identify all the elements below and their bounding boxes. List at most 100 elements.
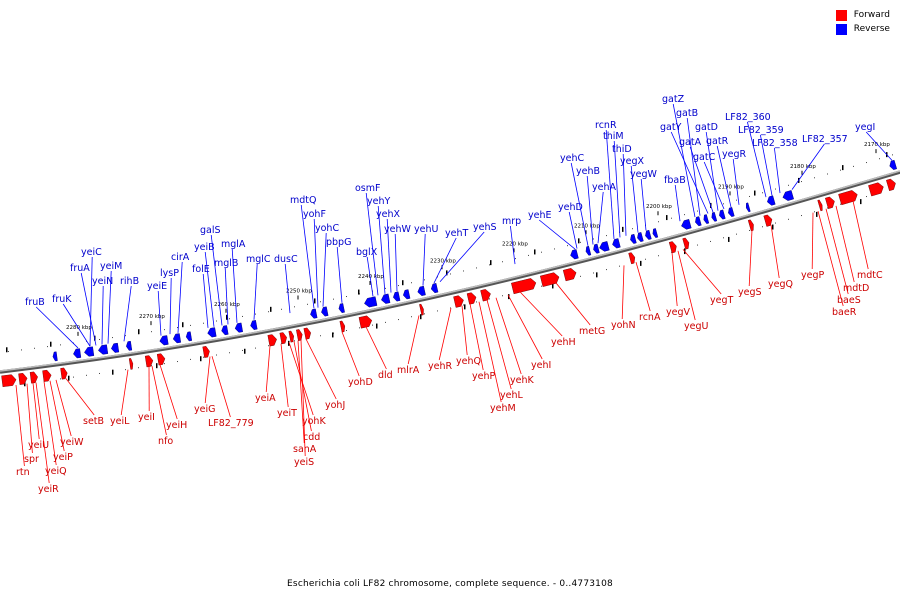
scale-tick-label: 2280 kbp	[66, 325, 92, 331]
reverse-leader-line	[101, 285, 104, 345]
forward-gene-label: yegQ	[768, 279, 793, 290]
reverse-leader-line	[62, 303, 91, 347]
reverse-gene-label: lysP	[160, 268, 179, 279]
forward-gene-label: cdd	[303, 432, 320, 443]
reverse-gene-label: cirA	[171, 252, 190, 263]
forward-gene-arrow	[886, 178, 896, 192]
reverse-leader-line	[630, 165, 639, 233]
scale-tick-label: 2270 kbp	[139, 314, 165, 320]
forward-leader-line	[486, 299, 512, 390]
reverse-gene-arrow	[207, 327, 217, 338]
reverse-gene-arrow	[645, 229, 652, 240]
reverse-gene-label: gatD	[695, 122, 718, 133]
scale-tick-label: 2240 kbp	[358, 274, 384, 280]
reverse-gene-arrow	[728, 207, 735, 217]
forward-gene-label: yeiG	[194, 404, 215, 415]
forward-leader-line	[365, 326, 387, 370]
reverse-leader-line	[570, 162, 589, 246]
reverse-gene-label: LF82_359	[738, 125, 784, 136]
reverse-gene-arrow	[703, 214, 710, 224]
scale-tick-label: 2190 kbp	[718, 184, 744, 190]
reverse-gene-arrow	[364, 296, 378, 308]
forward-gene-arrow	[480, 289, 491, 302]
forward-gene-arrow	[562, 268, 577, 282]
legend-forward: Forward	[835, 8, 890, 22]
map-caption: Escherichia coli LF82 chromosome, comple…	[287, 579, 613, 589]
reverse-gene-label: mdtQ	[290, 195, 317, 206]
reverse-gene-arrow	[695, 216, 702, 227]
forward-gene-label: yeiT	[277, 408, 297, 419]
reverse-gene-label: fruK	[52, 294, 72, 305]
reverse-leader-line	[433, 237, 457, 284]
forward-gene-label: setB	[83, 416, 104, 427]
forward-gene-label: yegS	[738, 287, 762, 298]
forward-leader-line	[621, 265, 625, 320]
reverse-gene-label: yeiN	[92, 276, 113, 287]
reverse-gene-label: rihB	[120, 276, 139, 287]
reverse-leader-line	[510, 225, 516, 265]
forward-leader-line	[55, 379, 72, 437]
reverse-leader-line	[791, 143, 825, 190]
reverse-leader-line	[586, 175, 594, 245]
forward-gene-label: yegP	[801, 270, 824, 281]
reverse-leader-line	[123, 285, 132, 342]
forward-leader-line	[682, 249, 722, 295]
forward-leader-line	[635, 262, 651, 312]
forward-leader-line	[151, 365, 167, 436]
scale-tick-label: 2210 kbp	[574, 223, 600, 229]
forward-gene-arrow	[747, 219, 754, 232]
reverse-leader-line	[747, 121, 767, 198]
reverse-gene-label: gatR	[706, 136, 729, 147]
reverse-leader-line	[622, 153, 627, 236]
reverse-gene-arrow	[250, 320, 258, 330]
forward-gene-label: yehM	[490, 403, 516, 414]
forward-leader-line	[438, 308, 452, 361]
forward-leader-line	[49, 380, 65, 452]
forward-gene-arrow	[296, 329, 303, 341]
reverse-leader-line	[439, 231, 485, 283]
forward-gene-arrow	[628, 252, 636, 265]
chromosome-backbone-highlight	[0, 170, 900, 372]
reverse-leader-line	[336, 246, 343, 303]
scale-tick-label: 2200 kbp	[646, 204, 672, 210]
reverse-leader-line	[224, 267, 229, 325]
forward-leader-line	[280, 343, 289, 408]
forward-gene-label: yohN	[611, 320, 636, 331]
reverse-gene-arrow	[889, 159, 897, 170]
forward-gene-arrow	[453, 295, 464, 308]
reverse-gene-arrow	[403, 289, 411, 300]
reverse-gene-label: fruB	[25, 297, 45, 308]
forward-leader-line	[469, 303, 484, 371]
reverse-leader-line	[204, 251, 215, 327]
forward-gene-arrow	[288, 330, 294, 343]
reverse-leader-line	[169, 277, 172, 335]
forward-gene-label: yehQ	[456, 356, 481, 367]
reverse-gene-arrow	[719, 209, 726, 220]
forward-gene-label: yehH	[551, 337, 576, 348]
reverse-gene-label: thiM	[603, 131, 624, 142]
forward-gene-label: yeiW	[60, 437, 84, 448]
forward-leader-line	[300, 339, 306, 457]
legend-reverse: Reverse	[835, 22, 890, 36]
reverse-gene-label: yehW	[384, 224, 411, 235]
reverse-gene-arrow	[172, 333, 182, 344]
forward-leader-line	[65, 378, 95, 416]
reverse-leader-line	[568, 211, 578, 249]
forward-leader-line	[671, 252, 678, 307]
forward-leader-line	[825, 208, 849, 295]
forward-gene-label: yeiS	[294, 457, 314, 468]
forward-leader-line	[26, 383, 33, 454]
forward-gene-label: spr	[24, 454, 39, 465]
reverse-leader-line	[674, 184, 681, 222]
reverse-gene-label: gatY	[660, 122, 682, 133]
reverse-gene-arrow	[652, 228, 659, 238]
forward-gene-label: yegU	[684, 321, 708, 332]
reverse-gene-arrow	[321, 306, 329, 317]
reverse-leader-line	[177, 261, 183, 333]
reverse-leader-line	[377, 205, 386, 294]
reverse-leader-line	[760, 134, 773, 196]
reverse-leader-line	[157, 290, 162, 336]
reverse-leader-line	[366, 256, 374, 297]
forward-gene-label: mdtC	[857, 270, 883, 281]
